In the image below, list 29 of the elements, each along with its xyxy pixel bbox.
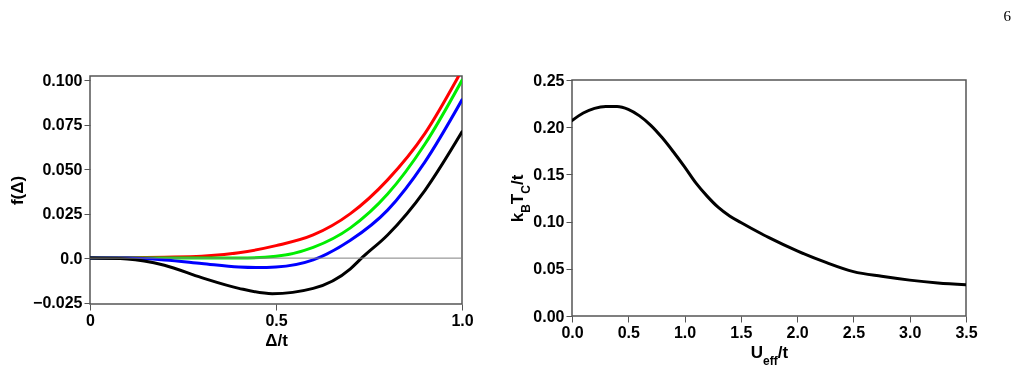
- y-tick-label: 0.15: [533, 165, 565, 183]
- line-series: [572, 104, 966, 287]
- y-tick-label: 0.20: [533, 118, 565, 136]
- y-tick-label: 0.25: [533, 71, 565, 89]
- x-tick-label: 2.0: [786, 323, 809, 341]
- y-tick-label: 0.100: [42, 71, 83, 89]
- y-tick-label: 0.00: [533, 307, 565, 325]
- x-axis-title: Δ/t: [265, 330, 289, 350]
- y-tick-label: 0.0: [60, 249, 83, 267]
- x-tick-label: 1.0: [451, 311, 474, 329]
- x-tick-label: 3.5: [955, 323, 978, 341]
- x-tick-label: 0: [86, 311, 96, 329]
- x-tick-label: 1.5: [730, 323, 753, 341]
- x-axis-title: U$_{eff}$/t: [750, 342, 789, 368]
- text: 6: [1003, 8, 1011, 25]
- y-tick-label: 0.075: [42, 116, 83, 134]
- y-axis-title: f(Δ): [8, 175, 28, 206]
- x-tick-label: 3.0: [899, 323, 922, 341]
- x-tick-label: 1.0: [673, 323, 697, 341]
- y-tick-label: 0.05: [533, 260, 565, 278]
- y-tick-label: 0.050: [42, 160, 83, 178]
- y-tick-label: −0.025: [33, 294, 83, 312]
- x-tick-label: 0.5: [265, 311, 288, 329]
- y-tick-label: 0.025: [42, 205, 83, 223]
- y-tick-label: 0.10: [533, 213, 565, 231]
- x-tick-label: 0.0: [561, 323, 584, 341]
- x-tick-label: 2.5: [842, 323, 866, 341]
- x-tick-label: 0.5: [617, 323, 640, 341]
- line-series: [90, 130, 462, 296]
